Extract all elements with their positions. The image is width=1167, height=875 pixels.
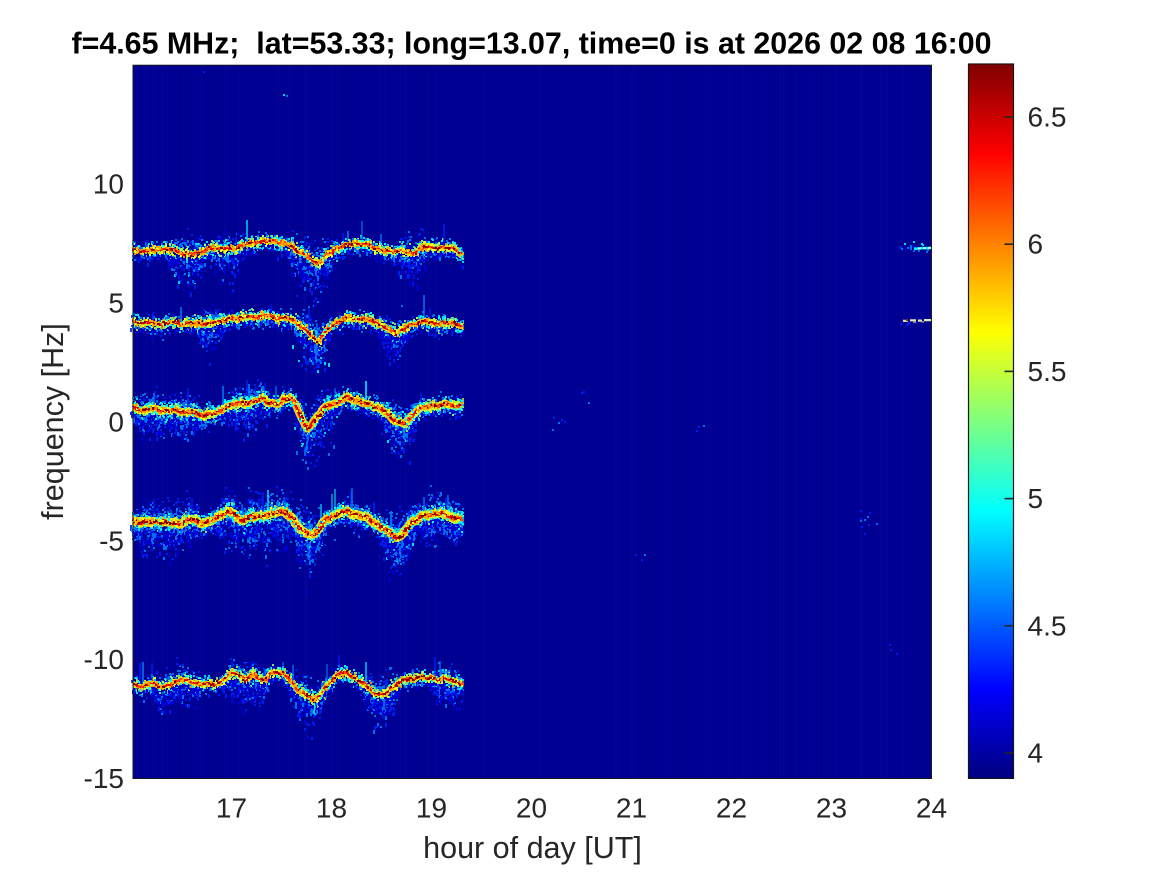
svg-text:4.5: 4.5 xyxy=(1028,610,1067,641)
svg-text:23: 23 xyxy=(816,793,847,824)
svg-text:4: 4 xyxy=(1028,738,1044,769)
svg-text:22: 22 xyxy=(716,793,747,824)
svg-text:-5: -5 xyxy=(99,525,124,556)
svg-text:18: 18 xyxy=(316,793,347,824)
svg-text:-15: -15 xyxy=(84,763,124,794)
svg-text:5: 5 xyxy=(1028,483,1044,514)
svg-text:20: 20 xyxy=(516,793,547,824)
svg-text:17: 17 xyxy=(216,793,247,824)
svg-text:24: 24 xyxy=(916,793,947,824)
svg-text:5: 5 xyxy=(108,288,124,319)
svg-text:21: 21 xyxy=(616,793,647,824)
svg-text:10: 10 xyxy=(93,169,124,200)
svg-text:-10: -10 xyxy=(84,644,124,675)
svg-text:19: 19 xyxy=(416,793,447,824)
svg-text:hour of day [UT]: hour of day [UT] xyxy=(423,831,642,865)
svg-text:f=4.65 MHz; lat=53.33; long=1: f=4.65 MHz; lat=53.33; long=13.07, time=… xyxy=(72,27,992,61)
svg-text:5.5: 5.5 xyxy=(1028,356,1067,387)
svg-text:6.5: 6.5 xyxy=(1028,102,1067,133)
svg-text:6: 6 xyxy=(1028,229,1044,260)
svg-text:frequency [Hz]: frequency [Hz] xyxy=(36,323,70,520)
svg-text:0: 0 xyxy=(108,406,124,437)
